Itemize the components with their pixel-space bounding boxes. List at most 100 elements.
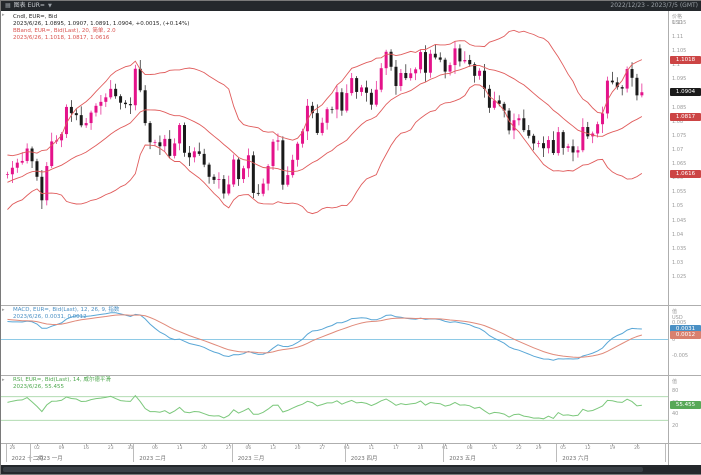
month-label: 2022 十二月 [11, 456, 44, 462]
axis-tick-label: 1.075 [672, 132, 687, 139]
month-separator [556, 444, 558, 462]
window-titlebar: ▦ 图表 EUR= ▼ 2022/12/23 - 2023/7/5 (GMT) [1, 1, 701, 11]
day-tick-mark [494, 444, 496, 446]
day-tick-label: 27 [225, 446, 232, 451]
day-tick-label: 23 [107, 446, 114, 451]
day-tick-mark [346, 444, 348, 446]
time-axis[interactable]: 26 02 09 16 23 30 06 13 20 27 06 13 20 27 03 11 17 24 01 08… [1, 444, 668, 467]
day-tick-mark [518, 444, 520, 446]
app-grid-icon[interactable]: ▦ [5, 2, 11, 9]
macd-axis-unit: 值 USD [672, 309, 683, 321]
time-scrollbar-handle[interactable] [3, 467, 643, 472]
axis-tick-label: 1.035 [672, 245, 687, 252]
day-tick-label: 13 [176, 446, 183, 451]
day-tick-mark [86, 444, 88, 446]
day-tick-label: 06 [152, 446, 158, 451]
rsi-panel-collapse-icon[interactable]: ▸ [2, 377, 5, 383]
axis-tick-label: 20 [672, 423, 679, 430]
axis-tick-label: 1.06 [672, 175, 684, 182]
time-scrollbar[interactable] [1, 465, 701, 474]
month-separator [30, 444, 31, 462]
axis-value-badge: 55.455 [670, 401, 701, 410]
axis-tick-label: 1.08 [672, 118, 684, 125]
price-axis-unit: 价格 USD [672, 14, 683, 26]
macd-panel-collapse-icon[interactable]: ▸ [2, 307, 5, 313]
day-tick-label: 26 [634, 446, 640, 451]
day-tick-label: 20 [294, 446, 301, 451]
day-tick-mark [395, 444, 397, 446]
day-tick-mark [587, 444, 589, 446]
day-tick-mark [636, 444, 638, 446]
day-tick-label: 22 [516, 446, 522, 451]
axis-value-badge: 1.0817 [670, 112, 701, 121]
axis-value-badge: 0.0012 [670, 331, 701, 340]
day-tick-label: 02 [34, 446, 40, 451]
axis-tick-label: 1.07 [672, 146, 684, 153]
month-label: 2023 六月 [562, 456, 590, 462]
price-axis[interactable]: 价格 USD 1.1151.111.1051.11.0951.091.0851.… [668, 11, 701, 306]
month-separator [344, 444, 346, 462]
axis-tick-label: 0 [672, 336, 676, 343]
axis-value-badge: 1.0904 [670, 88, 701, 97]
axis-tick-label: 1.115 [672, 19, 687, 26]
month-separator [443, 444, 445, 462]
day-tick-label: 20 [201, 446, 208, 451]
day-tick-label: 09 [58, 446, 65, 451]
day-tick-mark [61, 444, 63, 446]
month-label: 2023 四月 [350, 456, 378, 462]
month-separator [231, 444, 233, 462]
month-separator [133, 444, 135, 462]
day-tick-mark [563, 444, 565, 446]
day-tick-label: 06 [245, 446, 252, 451]
day-tick-mark [538, 444, 540, 446]
macd-panel[interactable]: MACD, EUR=, Bid(Last), 12, 26, 9, 指数 202… [1, 306, 668, 376]
day-tick-label: 26 [9, 446, 16, 451]
chevron-down-icon[interactable]: ▼ [47, 3, 52, 9]
day-tick-mark [420, 444, 422, 446]
day-tick-label: 29 [535, 446, 542, 451]
day-tick-label: 05 [560, 446, 567, 451]
axis-corner [668, 444, 701, 467]
day-tick-label: 27 [319, 446, 326, 451]
day-tick-mark [273, 444, 275, 446]
day-tick-mark [179, 444, 181, 446]
macd-chart[interactable] [1, 306, 668, 375]
chart-title[interactable]: 图表 EUR= [13, 2, 45, 9]
axis-tick-label: 1.025 [672, 274, 687, 281]
month-label: 2023 一月 [36, 456, 63, 462]
axis-tick-label: 0.005 [672, 319, 687, 326]
day-tick-mark [322, 444, 324, 446]
day-tick-label: 19 [609, 446, 616, 451]
price-panel[interactable]: Cndl, EUR=, Bid 2023/6/26, 1.0895, 1.090… [1, 11, 668, 306]
day-tick-label: 30 [127, 446, 134, 451]
macd-axis[interactable]: 值 USD 0.005 0 -0.005 0.0031 0.0012 [668, 306, 701, 376]
day-tick-mark [248, 444, 250, 446]
axis-tick-label: 1.105 [672, 47, 687, 54]
day-tick-mark [36, 444, 38, 446]
axis-tick-label: 80 [672, 387, 679, 394]
day-tick-label: 17 [393, 446, 399, 451]
month-label: 2023 二月 [139, 456, 167, 462]
day-tick-mark [612, 444, 614, 446]
axis-tick-label: 1.1 [672, 62, 680, 69]
axis-tick-label: 1.085 [672, 104, 687, 111]
axis-tick-label: 1.03 [672, 260, 684, 267]
day-tick-label: 13 [270, 446, 276, 451]
day-tick-mark [469, 444, 471, 446]
rsi-axis[interactable]: 值 8060402055.455 [668, 376, 701, 444]
rsi-chart[interactable] [1, 376, 668, 443]
rsi-panel[interactable]: RSI, EUR=, Bid(Last), 14, 威尔德平滑 2023/6/2… [1, 376, 668, 444]
candlestick-chart[interactable] [1, 11, 668, 305]
day-tick-mark [154, 444, 156, 446]
day-tick-mark [110, 444, 112, 446]
date-range-label: 2022/12/23 - 2023/7/5 (GMT) [610, 2, 698, 9]
axis-tick-label: 1.065 [672, 161, 687, 168]
axis-tick-label: 1.095 [672, 76, 687, 83]
day-tick-label: 03 [343, 446, 350, 451]
price-panel-collapse-icon[interactable]: ▸ [2, 12, 5, 18]
axis-value-badge: 0.0031 [670, 324, 701, 333]
day-tick-label: 12 [584, 446, 591, 451]
day-tick-label: 24 [417, 446, 424, 451]
day-tick-mark [228, 444, 230, 446]
